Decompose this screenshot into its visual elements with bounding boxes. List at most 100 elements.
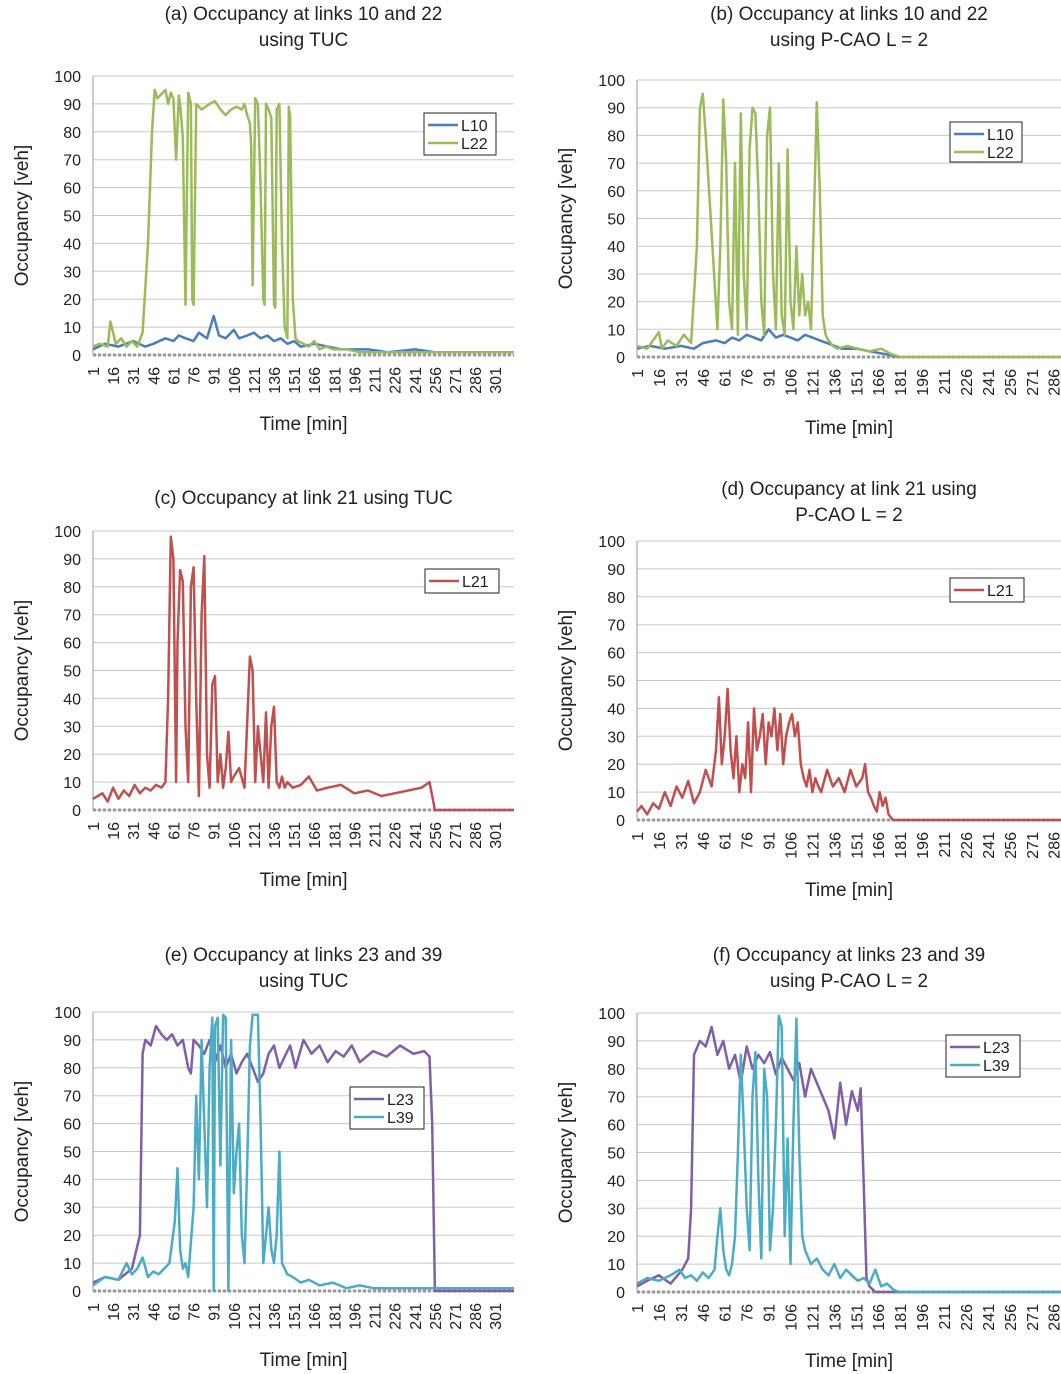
y-tick-label: 10 xyxy=(607,1257,625,1274)
x-tick-label: 181 xyxy=(327,822,344,849)
series-line-l22 xyxy=(636,92,1061,359)
series-line-l39 xyxy=(92,1013,514,1293)
y-tick-label: 0 xyxy=(72,803,81,820)
x-tick-label: 181 xyxy=(327,1303,344,1330)
y-tick-label: 40 xyxy=(63,236,81,253)
y-tick-label: 100 xyxy=(598,1006,625,1023)
x-axis-label: Time [min] xyxy=(805,418,893,439)
y-tick-label: 80 xyxy=(607,1062,625,1079)
y-tick-label: 90 xyxy=(63,97,81,114)
x-tick-label: 31 xyxy=(674,832,691,850)
series-line-l22 xyxy=(92,88,514,354)
chart-title: (e) Occupancy at links 23 and 39 xyxy=(165,945,443,966)
x-tick-label: 166 xyxy=(871,369,888,396)
legend-entry: L21 xyxy=(987,583,1014,600)
x-tick-label: 241 xyxy=(981,832,998,859)
y-axis-label: Occupancy [veh] xyxy=(12,1081,33,1223)
y-tick-label: 70 xyxy=(607,1090,625,1107)
y-tick-label: 100 xyxy=(598,534,625,551)
x-tick-label: 301 xyxy=(488,822,505,849)
series-line-l21 xyxy=(636,687,1061,822)
x-tick-label: 121 xyxy=(805,1304,822,1331)
y-tick-label: 20 xyxy=(63,292,81,309)
y-tick-label: 60 xyxy=(63,181,81,198)
y-tick-label: 100 xyxy=(598,73,625,90)
x-tick-label: 1 xyxy=(630,369,647,378)
y-tick-label: 30 xyxy=(607,729,625,746)
y-axis-label: Occupancy [veh] xyxy=(12,145,33,287)
y-tick-label: 80 xyxy=(63,1061,81,1078)
y-tick-label: 40 xyxy=(63,1172,81,1189)
legend-box xyxy=(349,1086,425,1130)
chart-panel-c: (c) Occupancy at link 21 using TUC 0 10 20 3… xyxy=(12,488,514,891)
x-tick-label: 16 xyxy=(106,1303,123,1321)
x-tick-label: 226 xyxy=(388,1303,405,1330)
legend-entry: L39 xyxy=(387,1110,414,1127)
y-tick-label: 40 xyxy=(607,1173,625,1190)
x-tick-label: 181 xyxy=(893,369,910,396)
y-tick-label: 20 xyxy=(63,1228,81,1245)
x-tick-label: 286 xyxy=(1047,369,1061,396)
x-tick-label: 136 xyxy=(827,369,844,396)
x-tick-label: 286 xyxy=(1047,832,1061,859)
x-tick-label: 286 xyxy=(468,1303,485,1330)
x-tick-label: 211 xyxy=(937,832,954,858)
x-tick-label: 46 xyxy=(696,1304,713,1322)
chart-title: (c) Occupancy at link 21 using TUC xyxy=(154,488,453,509)
y-tick-label: 30 xyxy=(63,264,81,281)
x-tick-label: 286 xyxy=(468,822,485,849)
legend-box xyxy=(945,1034,1021,1078)
x-tick-label: 271 xyxy=(1025,832,1042,859)
x-tick-label: 211 xyxy=(937,1304,954,1330)
x-tick-label: 151 xyxy=(849,1304,866,1331)
series-line-l23 xyxy=(636,1025,1061,1294)
legend-entry: L23 xyxy=(387,1092,414,1109)
y-tick-label: 70 xyxy=(63,608,81,625)
chart-panel-a: (a) Occupancy at links 10 and 22 using TU… xyxy=(12,4,514,435)
x-tick-label: 256 xyxy=(1003,1304,1020,1331)
y-tick-label: 20 xyxy=(607,757,625,774)
chart-panel-e: (e) Occupancy at links 23 and 39 using TU… xyxy=(12,945,514,1371)
x-axis-label: Time [min] xyxy=(260,414,348,435)
y-tick-label: 10 xyxy=(63,775,81,792)
x-tick-label: 16 xyxy=(106,822,123,840)
x-tick-label: 76 xyxy=(187,822,204,840)
x-tick-label: 46 xyxy=(146,822,163,840)
x-tick-label: 211 xyxy=(368,1303,385,1329)
x-tick-label: 61 xyxy=(718,1304,735,1322)
x-tick-label: 91 xyxy=(762,832,779,850)
y-tick-label: 50 xyxy=(607,1146,625,1163)
y-tick-label: 90 xyxy=(607,101,625,118)
x-tick-label: 256 xyxy=(1003,832,1020,859)
x-tick-label: 121 xyxy=(247,822,264,849)
x-tick-label: 31 xyxy=(126,1303,143,1321)
y-tick-label: 40 xyxy=(607,701,625,718)
x-tick-label: 271 xyxy=(448,822,465,849)
x-tick-label: 16 xyxy=(652,1304,669,1322)
y-tick-label: 60 xyxy=(63,636,81,653)
x-tick-label: 196 xyxy=(347,1303,364,1330)
legend: L21 xyxy=(424,568,500,594)
x-tick-label: 61 xyxy=(718,369,735,387)
x-tick-label: 46 xyxy=(146,367,163,385)
x-tick-label: 241 xyxy=(408,367,425,394)
y-tick-label: 100 xyxy=(54,524,81,541)
x-tick-label: 136 xyxy=(267,822,284,849)
x-tick-label: 91 xyxy=(207,1303,224,1321)
y-axis-label: Occupancy [veh] xyxy=(556,1082,577,1224)
y-tick-label: 0 xyxy=(616,1285,625,1302)
chart-title-line2: using TUC xyxy=(259,30,348,51)
x-tick-label: 91 xyxy=(762,369,779,387)
x-tick-label: 121 xyxy=(247,367,264,394)
legend-box xyxy=(423,112,497,156)
y-tick-label: 80 xyxy=(63,125,81,142)
y-tick-label: 30 xyxy=(63,719,81,736)
x-tick-label: 16 xyxy=(652,832,669,850)
y-tick-label: 10 xyxy=(63,320,81,337)
x-tick-label: 1 xyxy=(86,822,103,831)
x-tick-label: 106 xyxy=(227,822,244,849)
chart-title: (d) Occupancy at link 21 using xyxy=(721,479,977,500)
